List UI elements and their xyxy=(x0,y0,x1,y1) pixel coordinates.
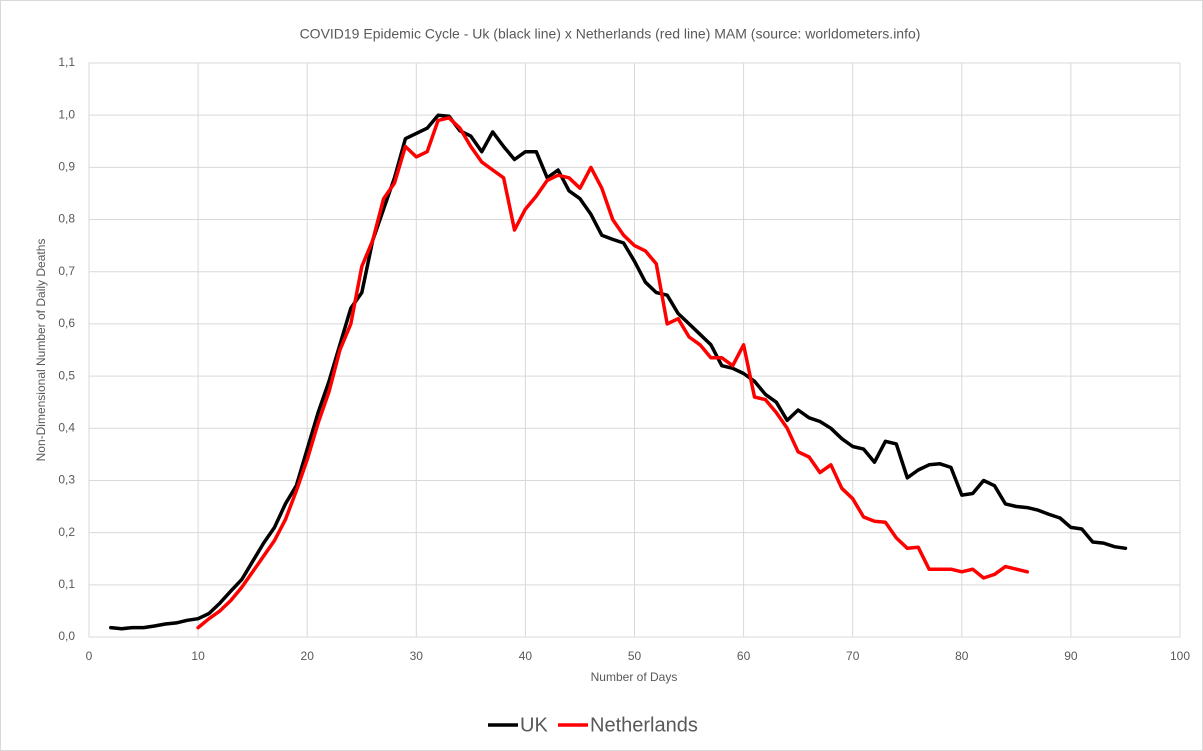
legend-label: Netherlands xyxy=(590,714,698,736)
x-tick-label: 10 xyxy=(191,649,205,663)
legend-label: UK xyxy=(520,714,548,736)
y-tick-label: 1,0 xyxy=(58,107,75,121)
y-tick-label: 0,7 xyxy=(58,264,75,278)
y-tick-label: 0,9 xyxy=(58,160,75,174)
x-tick-label: 70 xyxy=(846,649,860,663)
x-tick-label: 40 xyxy=(519,649,533,663)
y-tick-label: 0,1 xyxy=(58,577,75,591)
x-tick-label: 80 xyxy=(955,649,969,663)
x-tick-label: 20 xyxy=(301,649,315,663)
x-tick-label: 100 xyxy=(1170,649,1190,663)
x-tick-label: 60 xyxy=(737,649,751,663)
x-tick-label: 50 xyxy=(628,649,642,663)
y-tick-label: 0,0 xyxy=(58,629,75,643)
y-axis-label: Non-Dimensional Number of Daily Deaths xyxy=(34,239,48,462)
y-tick-label: 1,1 xyxy=(58,55,75,69)
y-tick-label: 0,5 xyxy=(58,368,75,382)
x-tick-label: 90 xyxy=(1064,649,1078,663)
x-axis-label: Number of Days xyxy=(591,670,678,684)
x-tick-label: 30 xyxy=(410,649,424,663)
x-tick-label: 0 xyxy=(86,649,93,663)
chart-title: COVID19 Epidemic Cycle - Uk (black line)… xyxy=(300,26,921,42)
series-line xyxy=(196,116,1030,630)
series-line xyxy=(109,113,1128,631)
y-tick-label: 0,4 xyxy=(58,420,75,434)
y-tick-label: 0,2 xyxy=(58,525,75,539)
y-tick-label: 0,3 xyxy=(58,473,75,487)
y-tick-label: 0,8 xyxy=(58,212,75,226)
y-tick-label: 0,6 xyxy=(58,316,75,330)
